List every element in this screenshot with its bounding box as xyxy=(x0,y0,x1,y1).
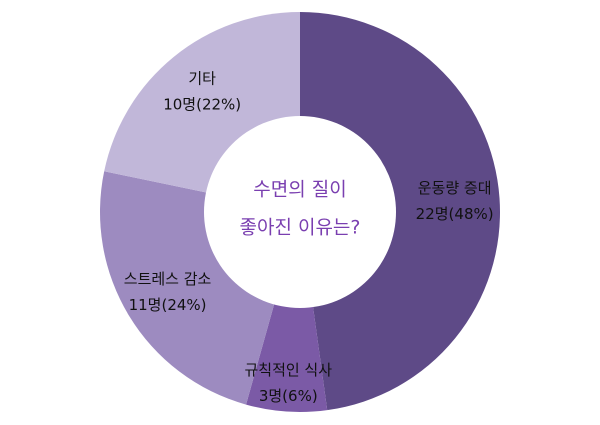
slice xyxy=(300,12,500,411)
donut-hole xyxy=(204,116,396,308)
value-label: 22명(48%) xyxy=(416,205,494,223)
chart-title: 수면의 질이 xyxy=(253,179,346,201)
slice-label: 스트레스 감소 xyxy=(124,270,212,288)
slice-label: 기타 xyxy=(188,69,216,87)
slice-label: 규칙적인 식사 xyxy=(244,361,332,379)
slice-label: 운동량 증대 xyxy=(418,179,492,197)
value-label: 10명(22%) xyxy=(163,95,241,113)
value-label: 11명(24%) xyxy=(129,296,207,314)
chart-title: 좋아진 이유는? xyxy=(239,217,360,239)
value-label: 3명(6%) xyxy=(259,387,318,405)
slice xyxy=(246,212,328,412)
